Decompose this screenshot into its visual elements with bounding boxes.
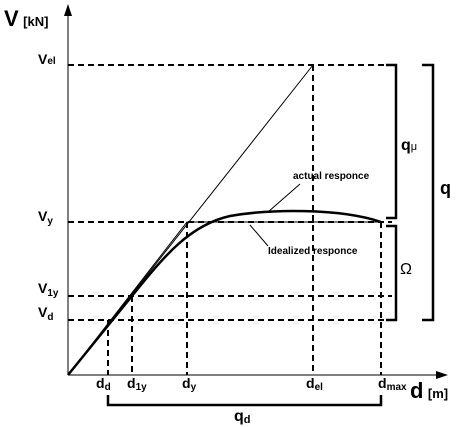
x-point-label: dd (96, 375, 111, 393)
y-level-label: Vd (38, 304, 53, 323)
y-level-label: V1y (38, 280, 59, 299)
actual-label: actual responce (293, 171, 370, 182)
q-mu-label: qμ (401, 137, 417, 154)
guides (68, 64, 392, 375)
bracket-q (422, 63, 435, 322)
y-level-label: Vy (38, 208, 53, 227)
x-arrow (436, 371, 448, 379)
q-d-label: qd (234, 408, 251, 426)
idealized-curve (67, 221, 381, 376)
idealized-label: Idealized responce (268, 246, 358, 257)
pointer (267, 183, 301, 213)
x-point-label: del (306, 375, 323, 393)
x-point-label: d1y (127, 375, 147, 393)
bracket-q-d (106, 395, 383, 407)
x-axis-title: d [m] (410, 378, 448, 403)
pointer (249, 224, 269, 247)
q-label: q (440, 178, 451, 198)
actual-curve (67, 209, 382, 376)
bracket-omega (386, 224, 398, 322)
y-arrow (64, 4, 72, 16)
y-axis-title: V [kN] (4, 6, 48, 31)
omega-label: Ω (400, 261, 412, 278)
y-level-label: Vel (38, 51, 56, 67)
x-point-label: dy (182, 375, 197, 393)
bracket-q-mu (386, 63, 398, 220)
x-point-label: dmax (378, 375, 407, 393)
